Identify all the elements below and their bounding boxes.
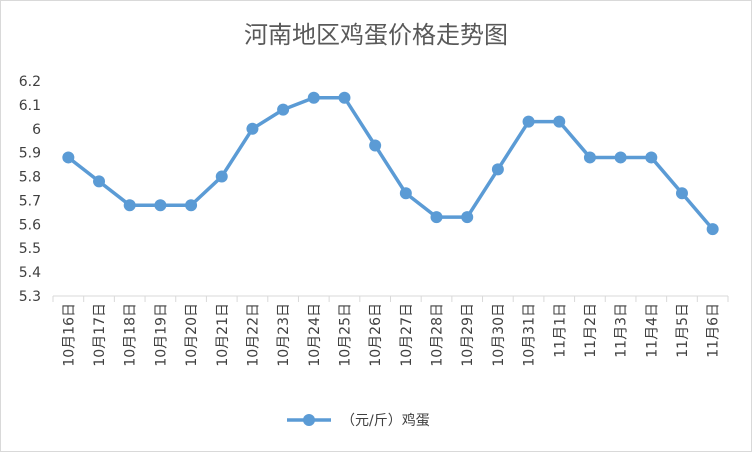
chart-title: 河南地区鸡蛋价格走势图 — [244, 21, 508, 49]
data-point — [645, 151, 658, 164]
x-tick-label: 10月28日 — [430, 303, 446, 367]
data-point — [614, 151, 627, 164]
data-point — [154, 199, 167, 212]
data-point — [246, 122, 259, 135]
x-tick-label: 10月30日 — [491, 303, 507, 367]
x-tick-label: 11月5日 — [675, 303, 691, 358]
x-tick-label: 10月16日 — [61, 303, 77, 367]
x-tick-label: 11月3日 — [614, 303, 630, 358]
y-tick-label: 5.9 — [19, 146, 41, 162]
data-point — [430, 211, 443, 224]
legend: （元/斤）鸡蛋 — [287, 412, 430, 429]
data-point — [522, 115, 535, 128]
data-point — [123, 199, 136, 212]
y-tick-label: 5.7 — [19, 193, 41, 209]
data-point — [675, 187, 688, 200]
x-tick-label: 10月20日 — [184, 303, 200, 367]
x-tick-label: 11月2日 — [583, 303, 599, 358]
data-point — [338, 91, 351, 104]
x-tick-label: 10月22日 — [245, 303, 261, 367]
x-tick-label: 10月24日 — [307, 303, 323, 367]
x-tick-label: 10月29日 — [460, 303, 476, 367]
series-layer — [62, 91, 719, 236]
x-tick-label: 10月31日 — [522, 303, 538, 367]
x-tick-label: 10月27日 — [399, 303, 415, 367]
legend-dot-marker — [303, 414, 315, 426]
x-tick-label: 10月19日 — [153, 303, 169, 367]
data-point — [93, 175, 106, 188]
y-tick-label: 5.8 — [19, 170, 41, 186]
x-tick-label: 10月18日 — [123, 303, 139, 367]
y-tick-label: 5.3 — [19, 289, 41, 305]
y-axis: 5.3 5.4 5.5 5.6 5.7 5.8 5.9 6 6.1 6.2 — [19, 74, 41, 305]
data-point — [491, 163, 504, 176]
y-tick-label: 5.4 — [19, 265, 41, 281]
data-point — [583, 151, 596, 164]
data-point — [185, 199, 198, 212]
y-tick-label: 5.6 — [19, 217, 41, 233]
data-point — [277, 103, 290, 116]
data-point — [62, 151, 75, 164]
x-tick-label: 10月21日 — [215, 303, 231, 367]
data-point — [307, 91, 320, 104]
x-tick-label: 11月1日 — [552, 303, 568, 358]
x-tick-label: 10月26日 — [368, 303, 384, 367]
data-point — [215, 170, 228, 183]
data-point — [369, 139, 382, 152]
data-point — [706, 223, 719, 236]
y-tick-label: 6.2 — [19, 74, 41, 90]
data-point — [399, 187, 412, 200]
data-point — [553, 115, 566, 128]
y-tick-label: 6 — [32, 122, 41, 138]
x-tick-label: 11月4日 — [644, 303, 660, 358]
x-axis: 10月16日 10月17日 10月18日 10月19日 10月20日 10月21日 10月2… — [52, 295, 729, 367]
x-tick-label: 10月25日 — [337, 303, 353, 367]
data-point — [461, 211, 474, 224]
y-tick-label: 6.1 — [19, 98, 41, 114]
x-tick-label: 11月6日 — [706, 303, 722, 358]
x-tick-label: 10月23日 — [276, 303, 292, 367]
y-tick-label: 5.5 — [19, 241, 41, 257]
legend-label: （元/斤）鸡蛋 — [341, 412, 430, 429]
series-line — [66, 95, 715, 231]
x-tick-label: 10月17日 — [92, 303, 108, 367]
